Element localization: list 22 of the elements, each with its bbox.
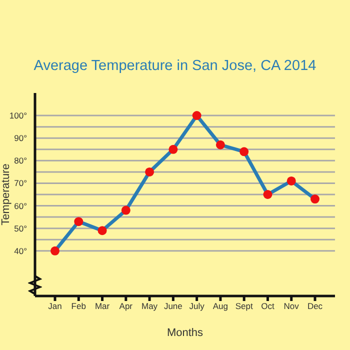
x-axis-title: Months xyxy=(166,327,204,339)
x-tick-label: Apr xyxy=(119,301,133,312)
y-tick-label: 40° xyxy=(14,246,27,256)
x-tick-label: Dec xyxy=(307,301,324,312)
y-tick-label: 80° xyxy=(14,156,27,166)
x-tick-label: Oct xyxy=(261,301,275,312)
x-tick-label: July xyxy=(189,301,206,312)
x-tick-label: Jan xyxy=(48,301,62,312)
x-tick-label: Sept xyxy=(235,301,254,312)
chart-title: Average Temperature in San Jose, CA 2014 xyxy=(32,58,318,74)
x-tick-label: Feb xyxy=(71,301,86,312)
y-tick-label: 60° xyxy=(14,200,27,211)
x-tick-label: Nov xyxy=(284,301,300,312)
y-tick-label: 50° xyxy=(14,223,27,234)
y-tick-label: 100° xyxy=(9,110,27,121)
x-tick-label: Mar xyxy=(94,301,110,312)
x-tick-label: June xyxy=(164,301,183,312)
y-tick-label: 70° xyxy=(14,178,27,188)
y-axis-title: Temperature xyxy=(0,164,12,226)
x-tick-label: May xyxy=(142,301,158,312)
y-tick-label: 90° xyxy=(14,133,27,144)
x-tick-label: Aug xyxy=(212,301,228,312)
